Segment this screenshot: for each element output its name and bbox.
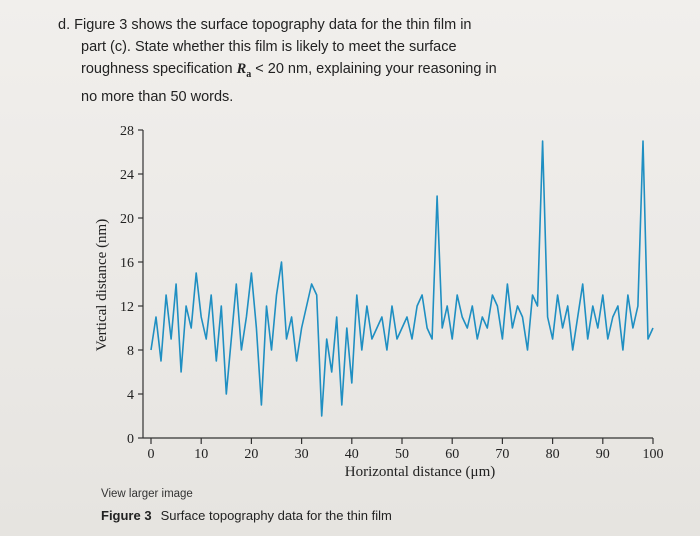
y-tick-label: 16 xyxy=(120,256,134,271)
y-axis-title: Vertical distance (nm) xyxy=(94,219,110,351)
x-tick-label: 80 xyxy=(546,447,560,462)
question-line-3: roughness specification Ra < 20 nm, expl… xyxy=(58,58,538,86)
x-axis-title: Horizontal distance (μm) xyxy=(345,464,496,480)
x-tick-label: 10 xyxy=(194,447,208,462)
question-line-1: Figure 3 shows the surface topography da… xyxy=(74,17,472,33)
question-text: d. Figure 3 shows the surface topography… xyxy=(58,14,538,108)
x-tick-label: 50 xyxy=(395,447,409,462)
x-tick-label: 30 xyxy=(295,447,309,462)
x-tick-label: 20 xyxy=(244,447,258,462)
question-line-2: part (c). State whether this film is lik… xyxy=(81,39,457,55)
y-tick-label: 0 xyxy=(127,432,134,447)
y-tick-label: 12 xyxy=(120,300,134,315)
figure-caption: Figure 3 Surface topography data for the … xyxy=(101,508,392,523)
y-tick-label: 20 xyxy=(120,212,134,227)
caption-label: Figure 3 xyxy=(101,508,152,523)
caption-text: Surface topography data for the thin fil… xyxy=(160,508,392,523)
ra-symbol: Ra xyxy=(236,61,252,80)
question-line-3-pre: roughness specification xyxy=(81,61,233,77)
x-tick-label: 40 xyxy=(345,447,359,462)
x-tick-label: 70 xyxy=(495,447,509,462)
view-larger-link[interactable]: View larger image xyxy=(101,488,193,500)
x-tick-label: 100 xyxy=(643,447,664,462)
x-tick-label: 60 xyxy=(445,447,459,462)
x-tick-label: 0 xyxy=(148,447,155,462)
x-axis: 0 10 20 30 40 50 60 70 80 90 100 xyxy=(143,437,664,462)
question-line-3-post: < 20 nm, explaining your reasoning in xyxy=(255,61,497,77)
y-tick-label: 28 xyxy=(120,124,134,139)
y-axis: 0 4 8 12 16 20 24 28 xyxy=(120,124,144,447)
question-line-4: no more than 50 words. xyxy=(81,88,234,105)
series-layer xyxy=(150,140,654,417)
y-tick-label: 24 xyxy=(120,168,134,183)
x-tick-label: 90 xyxy=(596,447,610,462)
series-line xyxy=(150,140,654,417)
question-label: d. xyxy=(58,17,71,33)
y-tick-label: 4 xyxy=(127,388,134,403)
y-tick-label: 8 xyxy=(127,344,134,359)
